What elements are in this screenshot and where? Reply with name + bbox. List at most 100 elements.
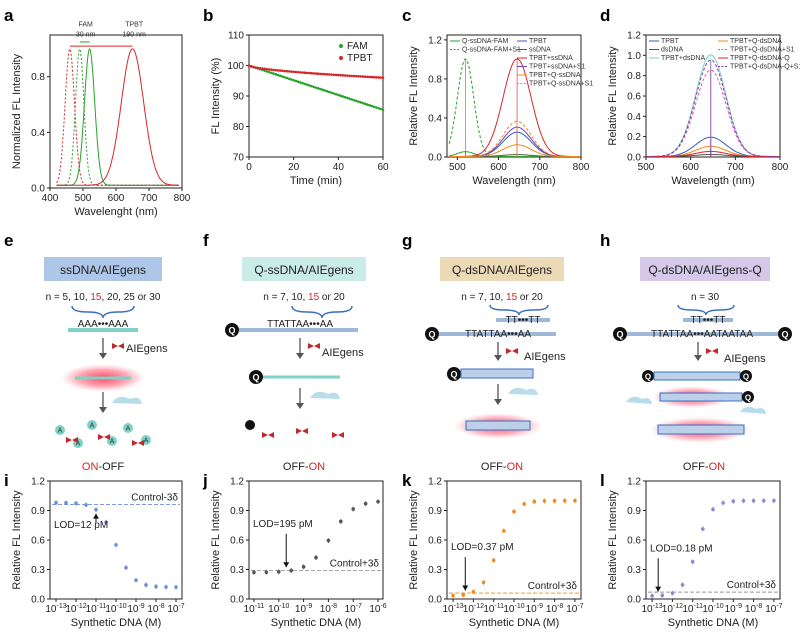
x-tick-label: 10-9 xyxy=(127,603,144,615)
data-point xyxy=(345,74,349,77)
data-point xyxy=(301,81,304,85)
data-point xyxy=(491,558,496,563)
data-point xyxy=(772,498,776,503)
data-point xyxy=(354,74,358,78)
fam-shift-label: 30 nm xyxy=(76,31,96,38)
data-point xyxy=(252,65,255,69)
quencher-icon xyxy=(740,370,752,382)
y-tick-label: 0.6 xyxy=(31,536,45,547)
data-point xyxy=(366,103,369,106)
chart-d: 500 600 700 800 0.0 0.2 0.4 0.6 0.8 1.0 1.2 Wavelen… xyxy=(607,31,800,188)
data-point xyxy=(370,75,374,79)
scheme-h-nuclease-icon xyxy=(626,396,652,404)
data-point xyxy=(312,72,316,75)
x-tick-label: 10-7 xyxy=(345,603,362,615)
data-point xyxy=(326,538,331,543)
data-point xyxy=(256,66,260,70)
x-tick-label: 500 xyxy=(449,162,466,173)
data-point xyxy=(363,75,367,78)
scheme-f-arrowhead-1 xyxy=(296,353,304,359)
lod-label: LOD=0.18 pM xyxy=(650,543,713,554)
y-tick-label: 0.9 xyxy=(31,506,45,517)
data-point xyxy=(343,95,347,99)
data-point xyxy=(751,498,756,503)
data-point xyxy=(650,594,654,598)
legend-label: TPBT+ssDNA+S1 xyxy=(529,64,586,71)
x-tick-label: 600 xyxy=(108,193,125,204)
chart-l: 10-13 10-12 10-11 10-10 10-9 10-8 10-7 0.0 0.3 0.… xyxy=(607,477,783,630)
data-point xyxy=(354,99,358,103)
scheme-g-title: Q-dsDNA/AIEgens xyxy=(452,263,552,277)
data-point xyxy=(308,84,311,87)
panel-letter-g: g xyxy=(402,231,412,250)
threshold-label: Control+3δ xyxy=(330,558,380,569)
scheme-f-aiegen-icon xyxy=(308,343,320,349)
y-tick-label: 0.0 xyxy=(627,595,641,606)
legend-label: dsDNA xyxy=(661,47,684,54)
plot-frame xyxy=(49,34,183,189)
scheme-h-glow-duplex xyxy=(657,424,745,435)
scheme-e-strand: AAA•••AAA xyxy=(78,319,129,330)
data-point xyxy=(174,585,178,589)
scheme-g-nuclease-icon xyxy=(508,387,538,395)
data-point xyxy=(274,73,278,76)
scheme-h-duplex xyxy=(653,371,741,381)
data-point xyxy=(314,86,318,89)
data-point xyxy=(357,100,360,103)
legend-label: TPBT xyxy=(529,38,548,45)
scheme-f-arrowhead-2 xyxy=(296,403,304,409)
x-tick-label: 10-10 xyxy=(702,603,723,615)
data-point xyxy=(299,81,302,84)
data-point xyxy=(332,92,336,95)
data-point xyxy=(375,76,378,79)
data-point xyxy=(366,75,369,79)
quencher-icon xyxy=(425,327,439,341)
series-line xyxy=(646,150,780,157)
x-tick-label: 10-9 xyxy=(526,603,543,615)
x-tick-label: 500 xyxy=(75,193,92,204)
panel-letter-f: f xyxy=(203,231,209,250)
x-tick-label: 800 xyxy=(573,162,590,173)
data-point xyxy=(154,584,158,589)
legend-label: TPBT+Q-dsDNA-Q+S1 xyxy=(730,64,800,71)
y-tick-label: 0.0 xyxy=(428,153,442,164)
quencher-label: Q xyxy=(745,394,751,403)
scheme-e-brace xyxy=(71,305,135,319)
legend-label: TPBT xyxy=(661,38,680,45)
scheme-g-top-strand: TT•••TT xyxy=(506,315,541,326)
data-point xyxy=(330,73,333,76)
quencher-label: Q xyxy=(252,373,259,383)
data-point xyxy=(74,501,78,506)
data-point xyxy=(285,76,289,80)
data-point xyxy=(281,69,284,73)
base-label: A xyxy=(58,428,63,435)
y-tick-label: 1.2 xyxy=(428,35,442,46)
data-point xyxy=(375,106,378,109)
data-point xyxy=(461,593,466,597)
data-point xyxy=(522,502,526,506)
data-point xyxy=(363,501,368,506)
series-line xyxy=(56,47,179,186)
data-point xyxy=(265,67,269,71)
chart-a: 400 500 600 700 800 0.0 0.4 0.8 Wavelenght (nm) N… xyxy=(11,22,191,218)
y-axis-label: Relative FL Intensity xyxy=(408,490,420,590)
x-tick-label: 10-7 xyxy=(566,603,583,615)
quencher-icon xyxy=(447,367,461,381)
data-point xyxy=(352,98,356,102)
panel-letter-e: e xyxy=(4,231,13,250)
data-point xyxy=(294,79,298,83)
series-line xyxy=(449,120,581,157)
data-point xyxy=(573,498,577,503)
quencher-icon xyxy=(778,327,792,341)
x-tick-label: 10-12 xyxy=(463,603,484,615)
y-tick-label: 1.2 xyxy=(627,31,641,42)
data-point xyxy=(370,104,374,108)
data-point xyxy=(314,555,318,560)
panel-letter-k: k xyxy=(402,471,412,490)
base-label: A xyxy=(144,438,149,445)
x-tick-label: 0 xyxy=(246,162,252,173)
x-tick-label: 10-11 xyxy=(244,603,265,615)
threshold-label: Control-3δ xyxy=(131,493,178,504)
data-point xyxy=(321,88,325,92)
data-point xyxy=(278,74,282,78)
